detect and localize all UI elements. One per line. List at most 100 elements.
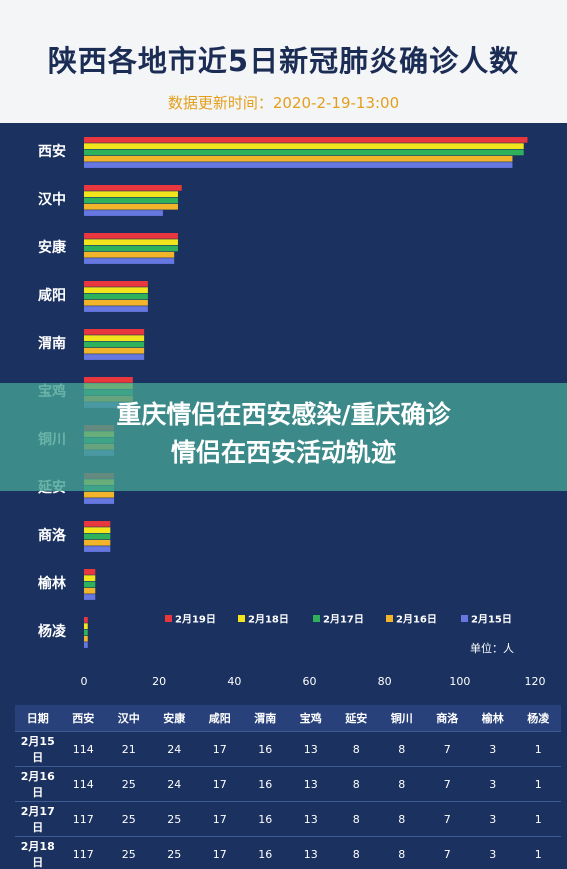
bar — [84, 635, 88, 642]
table-cell: 16 — [242, 836, 288, 869]
x-tick-label: 20 — [152, 675, 166, 688]
table-cell: 3 — [470, 836, 516, 869]
legend-swatch — [238, 615, 245, 622]
category-label: 汉中 — [38, 191, 66, 208]
column-header: 渭南 — [242, 705, 288, 732]
column-header: 延安 — [333, 705, 379, 732]
table-cell: 13 — [288, 801, 334, 837]
legend-swatch — [165, 615, 172, 622]
table-cell: 17 — [197, 731, 243, 767]
column-header: 汉中 — [106, 705, 152, 732]
bar — [84, 575, 96, 581]
legend-label: 2月18日 — [248, 614, 289, 626]
legend-swatch — [461, 615, 468, 622]
data-table: 日期 西安 汉中 安康 咸阳 渭南 宝鸡 延安 铜川 商洛 榆林 杨凌 2月15日 114 21 24 17 1… — [15, 705, 561, 869]
table-cell: 13 — [288, 766, 334, 802]
table-cell: 17 — [197, 801, 243, 837]
bar — [84, 341, 145, 348]
bar — [84, 594, 96, 600]
bar — [84, 546, 111, 552]
title-panel: 陕西各地市近5日新冠肺炎确诊人数 数据更新时间：2020-2-19-13:00 — [0, 0, 567, 123]
category-label: 安康 — [38, 239, 67, 256]
bar — [84, 143, 524, 149]
headline-line-2: 情侣在西安活动轨迹 — [170, 438, 396, 467]
x-tick-label: 80 — [378, 675, 392, 688]
table-cell: 7 — [424, 801, 470, 837]
table-cell: 1 — [515, 766, 561, 802]
update-time: 数据更新时间：2020-2-19-13:00 — [167, 94, 400, 112]
table-cell: 1 — [515, 801, 561, 837]
legend-label: 2月15日 — [471, 614, 512, 626]
category-label: 杨凌 — [38, 623, 67, 640]
table-row: 2月15日 114 21 24 17 16 13 8 8 7 3 1 — [15, 731, 561, 767]
bar — [84, 306, 148, 312]
bar — [84, 155, 513, 162]
x-tick-label: 120 — [525, 675, 546, 688]
table-cell: 8 — [379, 801, 425, 837]
category-label: 商洛 — [38, 527, 67, 544]
bar — [84, 329, 145, 335]
bar — [84, 498, 115, 504]
table-cell: 114 — [60, 731, 106, 767]
bar — [84, 245, 178, 252]
category-label: 渭南 — [38, 335, 66, 352]
bar — [84, 203, 178, 210]
bar — [84, 527, 111, 533]
chart-title: 陕西各地市近5日新冠肺炎确诊人数 — [47, 44, 520, 78]
bar — [84, 185, 182, 191]
bar — [84, 354, 145, 360]
table-cell: 16 — [242, 766, 288, 802]
table-row: 2月17日 117 25 25 17 16 13 8 8 7 3 1 — [15, 801, 561, 837]
column-header: 杨凌 — [515, 705, 561, 732]
table-cell: 7 — [424, 836, 470, 869]
table-cell: 114 — [60, 766, 106, 802]
category-label: 榆林 — [38, 575, 66, 592]
headline-line-1: 重庆情侣在西安感染/重庆确诊 — [116, 400, 451, 429]
bar — [84, 191, 178, 197]
table-cell: 8 — [333, 801, 379, 837]
bar — [84, 377, 133, 383]
bar — [84, 491, 115, 498]
table-cell: 1 — [515, 836, 561, 869]
unit-label: 单位：人 — [470, 641, 514, 655]
legend: 2月19日 2月18日 2月17日 2月16日 2月15日 — [165, 614, 512, 626]
bar — [84, 287, 148, 293]
table-cell: 8 — [333, 731, 379, 767]
table-header-row: 日期 西安 汉中 安康 咸阳 渭南 宝鸡 延安 铜川 商洛 榆林 杨凌 — [15, 705, 561, 732]
table-cell: 25 — [151, 801, 197, 837]
column-header: 西安 — [60, 705, 106, 732]
legend-swatch — [386, 615, 393, 622]
bar — [84, 149, 524, 156]
bar — [84, 239, 178, 245]
bar — [84, 539, 111, 546]
table-cell: 17 — [197, 836, 243, 869]
bar — [84, 642, 88, 648]
column-header: 安康 — [151, 705, 197, 732]
bar — [84, 299, 148, 306]
x-tick-label: 100 — [449, 675, 470, 688]
bar — [84, 521, 111, 527]
table-cell: 25 — [151, 836, 197, 869]
x-tick-label: 0 — [81, 675, 88, 688]
table-cell: 25 — [106, 836, 152, 869]
bar — [84, 258, 175, 264]
table-cell: 24 — [151, 731, 197, 767]
table-cell: 16 — [242, 801, 288, 837]
table-cell: 7 — [424, 731, 470, 767]
table-cell: 8 — [333, 836, 379, 869]
legend-label: 2月19日 — [175, 614, 216, 626]
table-cell: 8 — [379, 836, 425, 869]
bar — [84, 197, 178, 204]
table-cell: 16 — [242, 731, 288, 767]
bar — [84, 162, 513, 168]
table-cell: 2月17日 — [15, 801, 61, 837]
table-cell: 3 — [470, 766, 516, 802]
bar — [84, 623, 88, 629]
column-header: 咸阳 — [197, 705, 243, 732]
table-row: 2月18日 117 25 25 17 16 13 8 8 7 3 1 — [15, 836, 561, 869]
bar — [84, 233, 178, 239]
table-cell: 1 — [515, 731, 561, 767]
table-body: 2月15日 114 21 24 17 16 13 8 8 7 3 1 2月16日 114 25 24 17 16 1… — [15, 731, 561, 869]
table-cell: 24 — [151, 766, 197, 802]
category-label: 西安 — [38, 143, 66, 160]
